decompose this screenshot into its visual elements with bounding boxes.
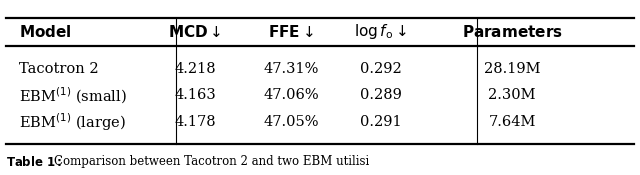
Text: 0.292: 0.292	[360, 62, 402, 76]
Text: $\mathbf{MCD}\downarrow$: $\mathbf{MCD}\downarrow$	[168, 24, 222, 40]
Text: 47.05%: 47.05%	[264, 116, 319, 130]
Text: Comparison between Tacotron 2 and two EBM utilisi: Comparison between Tacotron 2 and two EB…	[54, 155, 370, 168]
Text: $\mathrm{log}\,f_\mathrm{o}\downarrow$: $\mathrm{log}\,f_\mathrm{o}\downarrow$	[355, 22, 407, 41]
Text: $\mathbf{Parameters}$: $\mathbf{Parameters}$	[461, 24, 563, 40]
Text: 4.178: 4.178	[174, 116, 216, 130]
Text: 28.19M: 28.19M	[484, 62, 540, 76]
Text: EBM$^{(1)}$ (small): EBM$^{(1)}$ (small)	[19, 85, 127, 106]
Text: 47.06%: 47.06%	[264, 88, 319, 102]
Text: $\mathbf{Model}$: $\mathbf{Model}$	[19, 24, 72, 40]
Text: 4.218: 4.218	[174, 62, 216, 76]
Text: Tacotron 2: Tacotron 2	[19, 62, 99, 76]
Text: 0.289: 0.289	[360, 88, 402, 102]
Text: $\mathbf{Table\ 1:}$: $\mathbf{Table\ 1:}$	[6, 155, 63, 169]
Text: $\mathbf{FFE}\downarrow$: $\mathbf{FFE}\downarrow$	[268, 24, 314, 40]
Text: EBM$^{(1)}$ (large): EBM$^{(1)}$ (large)	[19, 112, 126, 133]
Text: 0.291: 0.291	[360, 116, 402, 130]
Text: 47.31%: 47.31%	[264, 62, 319, 76]
Text: 2.30M: 2.30M	[488, 88, 536, 102]
Text: 7.64M: 7.64M	[488, 116, 536, 130]
Text: 4.163: 4.163	[174, 88, 216, 102]
